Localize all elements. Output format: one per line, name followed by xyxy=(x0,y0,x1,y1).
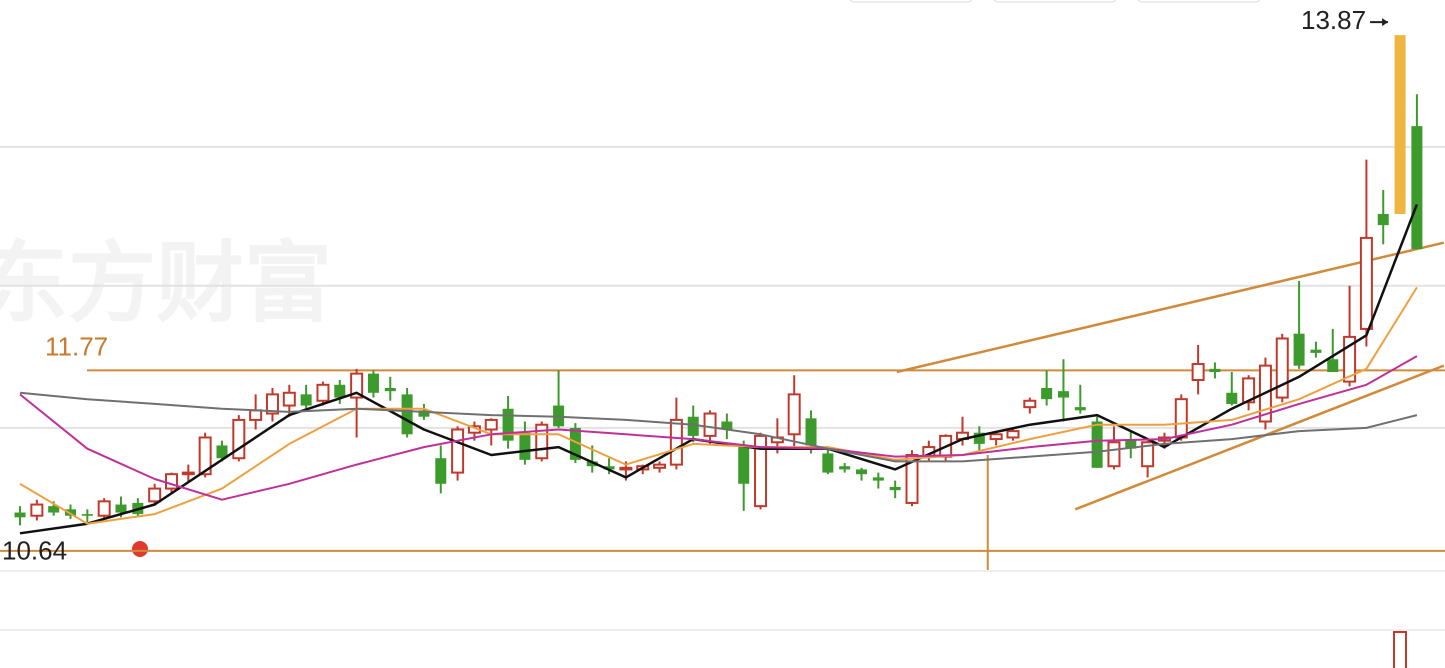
event-marker[interactable] xyxy=(132,541,148,557)
candle-body xyxy=(1125,439,1137,449)
candle-body xyxy=(856,469,868,475)
candle-body xyxy=(787,393,801,436)
candle-body xyxy=(687,416,699,436)
ma-line xyxy=(19,286,1418,525)
ma-line xyxy=(19,391,1418,463)
candle-body xyxy=(1394,35,1406,214)
candle-body xyxy=(1377,213,1389,226)
candle-body xyxy=(872,477,884,481)
candle-body xyxy=(586,461,598,467)
candle-body xyxy=(1359,236,1373,330)
candle-body xyxy=(484,418,498,431)
candle-body xyxy=(1174,398,1188,439)
ma-line xyxy=(19,355,1418,501)
candle-body xyxy=(14,512,26,518)
candle-body xyxy=(316,383,330,402)
tab[interactable] xyxy=(849,0,973,3)
candle-body xyxy=(1242,377,1256,404)
high-label: 13.87 xyxy=(1301,5,1366,35)
candle-body xyxy=(1041,387,1053,400)
candle-body xyxy=(1191,363,1205,381)
level-label: 10.64 xyxy=(2,536,67,566)
candle-body xyxy=(334,384,346,398)
candle-body xyxy=(569,427,581,460)
candle-body xyxy=(1327,359,1339,373)
candle-body xyxy=(1275,337,1289,399)
candle-body xyxy=(1057,391,1069,398)
candle-body xyxy=(1107,441,1121,468)
candle-body xyxy=(1006,430,1020,439)
candle-body xyxy=(418,410,430,417)
candle-body xyxy=(502,408,514,441)
candle-body xyxy=(435,458,447,484)
watermark: 东方财富 xyxy=(0,233,332,332)
candle-body xyxy=(115,504,127,513)
candle-body xyxy=(839,466,851,470)
candle-body xyxy=(519,432,531,460)
trend-line xyxy=(1074,364,1445,511)
candle-body xyxy=(367,373,379,393)
candle-body xyxy=(754,434,768,508)
candle-body xyxy=(81,514,93,516)
candle-body xyxy=(653,463,667,469)
level-label: 11.77 xyxy=(45,331,108,361)
candle-body xyxy=(350,372,364,399)
candle-body xyxy=(619,466,633,471)
candle-body xyxy=(1293,333,1305,366)
candle-body xyxy=(721,421,733,430)
candle-body xyxy=(1074,407,1086,411)
candle-body xyxy=(97,500,111,517)
candle-body xyxy=(282,391,296,407)
tab[interactable] xyxy=(993,0,1117,3)
candle-body xyxy=(1091,421,1103,468)
candle-body xyxy=(181,471,195,476)
candle-body xyxy=(65,509,77,516)
candle-body xyxy=(973,432,985,444)
candle-body xyxy=(889,486,901,491)
candle-body xyxy=(805,418,817,446)
candle-body xyxy=(703,412,717,437)
candle-body xyxy=(265,393,279,415)
candle-body xyxy=(1209,368,1221,373)
volume-bar xyxy=(1393,631,1407,668)
candle-body xyxy=(603,466,615,470)
candle-body xyxy=(535,423,549,460)
candle-body xyxy=(1023,399,1037,409)
candle-body xyxy=(1141,441,1155,468)
candle-body xyxy=(1343,335,1357,383)
candle-body xyxy=(198,436,212,476)
candle-body xyxy=(738,445,750,484)
candle-body xyxy=(249,409,263,421)
candle-body xyxy=(300,394,312,406)
candle-body xyxy=(164,473,178,490)
candle-body xyxy=(989,433,1003,441)
candle-body xyxy=(1310,349,1322,353)
candle-body xyxy=(905,454,919,504)
candle-body xyxy=(148,487,162,503)
candle-body xyxy=(822,453,834,473)
candle-body xyxy=(216,445,228,459)
tab[interactable] xyxy=(1137,0,1261,3)
candle-body xyxy=(232,418,246,460)
high-arrow-head xyxy=(1382,18,1389,27)
candle-body xyxy=(669,418,683,466)
candle-body xyxy=(1411,126,1423,250)
candle-body xyxy=(30,503,44,517)
candle-body xyxy=(48,506,60,513)
trend-line xyxy=(896,241,1445,374)
candle-body xyxy=(1226,392,1238,404)
candle-body xyxy=(384,387,396,392)
candle-body xyxy=(401,394,413,435)
candle-body xyxy=(451,428,465,474)
